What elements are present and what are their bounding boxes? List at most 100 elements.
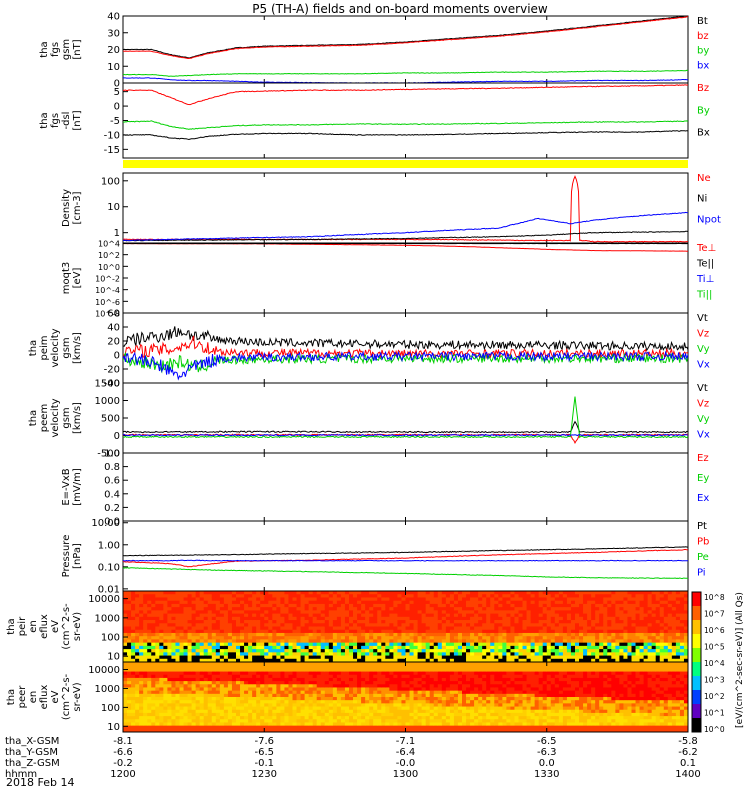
heatmap-cell [292,671,297,676]
heatmap-cell [123,658,128,663]
heatmap-cell [570,620,576,624]
heatmap-cell [296,600,301,605]
heatmap-cell [320,687,326,692]
heatmap-cell [312,665,318,669]
heatmap-cell [252,665,257,669]
heatmap-cell [131,693,136,698]
heatmap-cell [369,610,374,614]
heatmap-cell [227,687,233,692]
heatmap-cell [272,594,277,598]
heatmap-cell [143,616,148,621]
heatmap-cell [514,616,519,621]
heatmap-cell [562,645,568,650]
heatmap-cell [344,616,350,621]
heatmap-cell [619,603,624,608]
heatmap-cell [296,620,301,624]
heatmap-cell [518,645,523,650]
heatmap-cell [231,706,237,711]
heatmap-cell [280,703,285,707]
heatmap-cell [542,610,548,614]
heatmap-cell [187,607,193,611]
heatmap-cell [421,642,427,647]
heatmap-cell [349,674,354,679]
heatmap-cell [240,620,245,624]
heatmap-cell [252,728,257,733]
series-line-Vz [123,335,688,361]
heatmap-cell [397,677,402,682]
heatmap-cell [365,607,370,611]
heatmap-cell [260,600,265,605]
heatmap-cell [256,655,261,660]
heatmap-cell [292,616,297,621]
heatmap-cell [272,719,277,723]
heatmap-cell [534,591,540,595]
heatmap-cell [332,671,338,676]
heatmap-cell [409,703,414,707]
heatmap-cell [494,642,499,647]
heatmap-cell [389,693,394,698]
heatmap-cell [336,662,342,666]
heatmap-cell [340,662,346,666]
heatmap-cell [155,709,160,714]
heatmap-cell [272,626,277,631]
heatmap-cell [328,709,334,714]
heatmap-cell [183,716,188,720]
heatmap-cell [231,709,237,714]
heatmap-cell [514,658,519,663]
heatmap-cell [240,662,245,666]
heatmap-cell [457,636,463,640]
heatmap-cell [171,716,176,720]
heatmap-cell [175,722,180,727]
heatmap-cell [457,658,463,663]
heatmap-cell [227,671,233,676]
heatmap-cell [268,671,273,676]
heatmap-cell [522,642,527,647]
heatmap-cell [583,658,588,663]
heatmap-cell [639,658,645,663]
heatmap-cell [203,712,209,717]
heatmap-cell [607,639,612,644]
heatmap-cell [619,645,624,650]
heatmap-cell [486,594,491,598]
heatmap-cell [284,677,289,682]
heatmap-cell [332,706,338,711]
heatmap-cell [530,591,536,595]
heatmap-cell [413,712,419,717]
heatmap-cell [558,603,564,608]
heatmap-cell [135,610,140,614]
heatmap-cell [207,607,213,611]
heatmap-cell [566,629,572,634]
heatmap-cell [256,671,261,676]
heatmap-cell [389,626,394,631]
heatmap-cell [369,668,374,672]
heatmap-cell [316,613,322,618]
heatmap-cell [566,613,572,618]
heatmap-cell [546,655,552,660]
heatmap-cell [526,613,532,618]
heatmap-cell [264,703,269,707]
heatmap-cell [211,712,217,717]
heatmap-cell [260,700,265,704]
heatmap-cell [409,626,414,631]
heatmap-cell [349,629,354,634]
heatmap-cell [623,613,628,618]
heatmap-cell [591,636,596,640]
heatmap-cell [264,600,269,605]
heatmap-cell [316,636,322,640]
heatmap-cell [570,623,576,627]
heatmap-cell [611,642,616,647]
heatmap-cell [171,665,176,669]
heatmap-cell [151,722,156,727]
heatmap-cell [288,684,293,688]
heatmap-cell [219,665,225,669]
heatmap-cell [409,600,414,605]
heatmap-cell [171,725,176,730]
heatmap-cell [147,613,152,618]
heatmap-cell [219,639,225,644]
heatmap-cell [627,616,632,621]
heatmap-cell [534,607,540,611]
heatmap-cell [151,655,156,660]
heatmap-cell [256,722,261,727]
heatmap-cell [288,610,293,614]
heatmap-cell [518,594,523,598]
